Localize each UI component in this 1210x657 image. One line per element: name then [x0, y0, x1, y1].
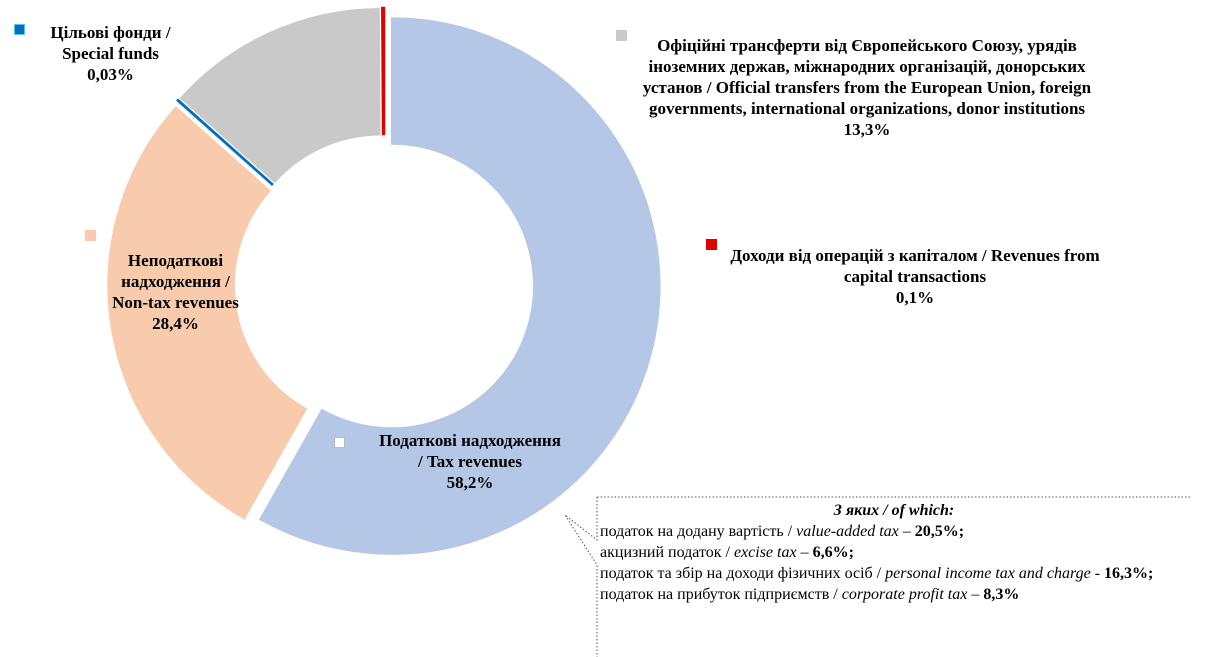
slice-label: Податкові надходження / Tax revenues 58,2… [375, 430, 565, 493]
slice [176, 98, 274, 187]
item-ua: податок на прибуток підприємств / [600, 586, 838, 603]
callout-item: податок та збір на доходи фізичних осіб … [600, 563, 1188, 584]
item-value: 8,3% [983, 586, 1020, 603]
category-name: Неподаткові надходження / Non-tax revenu… [112, 251, 239, 312]
legend-swatch [85, 230, 96, 241]
item-ua: податок на додану вартість / [600, 523, 793, 540]
value-label: 58,2% [446, 473, 494, 492]
item-sep: - [1094, 565, 1101, 582]
item-value: 16,3%; [1104, 565, 1154, 582]
item-sep: – [800, 544, 809, 561]
item-ua: податок та збір на доходи фізичних осіб … [600, 565, 882, 582]
slice-label: Неподаткові надходження / Non-tax revenu… [108, 250, 243, 334]
legend-swatch [616, 30, 627, 41]
value-label: 28,4% [152, 314, 199, 333]
slice [107, 106, 308, 520]
item-sep: – [971, 586, 980, 603]
slice-label: Офіційні трансферти від Європейського Со… [632, 35, 1102, 140]
callout-item: податок на додану вартість / value-added… [600, 521, 1188, 542]
legend-swatch [14, 24, 25, 35]
legend-swatch [706, 239, 717, 250]
item-value: 6,6%; [812, 544, 854, 561]
slice-label: Доходи від операцій з капіталом / Revenu… [730, 245, 1100, 308]
category-name: Цільові фонди / Special funds [50, 23, 171, 63]
category-name: Доходи від операцій з капіталом / Revenu… [730, 246, 1100, 286]
item-sep: – [902, 523, 911, 540]
item-ua: акцизний податок / [600, 544, 730, 561]
callout: З яких / of which: податок на додану варт… [600, 500, 1188, 605]
callout-item: акцизний податок / excise tax – 6,6%; [600, 542, 1188, 563]
item-en: personal income tax and charge [885, 565, 1091, 582]
value-label: 0,03% [87, 65, 134, 84]
legend-swatch [334, 437, 345, 448]
slice [179, 7, 381, 184]
item-en: corporate profit tax [841, 586, 968, 603]
item-en: excise tax [733, 544, 797, 561]
category-name: Офіційні трансферти від Європейського Со… [642, 36, 1092, 118]
slice-label: Цільові фонди / Special funds 0,03% [28, 22, 193, 85]
item-value: 20,5%; [914, 523, 965, 540]
callout-title: З яких / of which: [833, 502, 955, 519]
slice [381, 6, 386, 136]
callout-border [564, 496, 1190, 657]
value-label: 13,3% [843, 120, 891, 139]
callout-item: податок на прибуток підприємств / corpor… [600, 584, 1188, 605]
slice [258, 17, 661, 555]
value-label: 0,1% [895, 288, 935, 307]
item-en: value-added tax [796, 523, 899, 540]
category-name: Податкові надходження / Tax revenues [379, 431, 561, 471]
